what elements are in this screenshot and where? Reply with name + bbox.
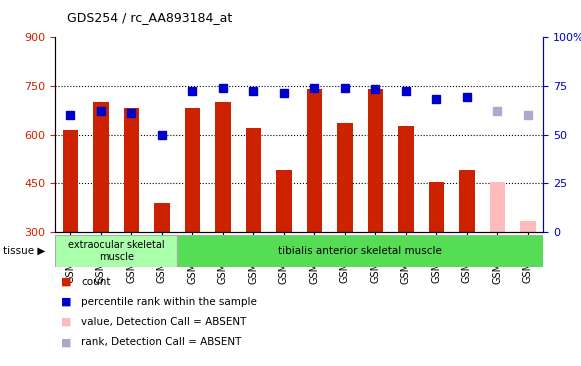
Bar — [521, 221, 536, 232]
Bar — [399, 126, 414, 232]
Bar — [63, 130, 78, 232]
Bar — [246, 128, 261, 232]
Bar — [368, 89, 383, 232]
Bar — [338, 123, 353, 232]
FancyBboxPatch shape — [55, 235, 177, 266]
Bar — [490, 182, 505, 232]
Bar — [185, 108, 200, 232]
FancyBboxPatch shape — [177, 235, 543, 266]
Text: ■: ■ — [61, 317, 71, 327]
Bar — [124, 108, 139, 232]
Text: GDS254 / rc_AA893184_at: GDS254 / rc_AA893184_at — [67, 11, 232, 24]
Text: percentile rank within the sample: percentile rank within the sample — [81, 297, 257, 307]
Bar — [94, 102, 109, 232]
Text: extraocular skeletal
muscle: extraocular skeletal muscle — [68, 240, 164, 262]
Bar — [460, 171, 475, 232]
Bar — [155, 203, 170, 232]
Text: count: count — [81, 277, 111, 287]
Text: tibialis anterior skeletal muscle: tibialis anterior skeletal muscle — [278, 246, 442, 256]
Bar — [216, 102, 231, 232]
Text: tissue ▶: tissue ▶ — [3, 246, 45, 256]
Text: rank, Detection Call = ABSENT: rank, Detection Call = ABSENT — [81, 337, 242, 347]
Bar — [307, 89, 322, 232]
Text: ■: ■ — [61, 297, 71, 307]
Text: ■: ■ — [61, 337, 71, 347]
Text: ■: ■ — [61, 277, 71, 287]
Bar — [429, 182, 444, 232]
Bar — [277, 171, 292, 232]
Text: value, Detection Call = ABSENT: value, Detection Call = ABSENT — [81, 317, 247, 327]
